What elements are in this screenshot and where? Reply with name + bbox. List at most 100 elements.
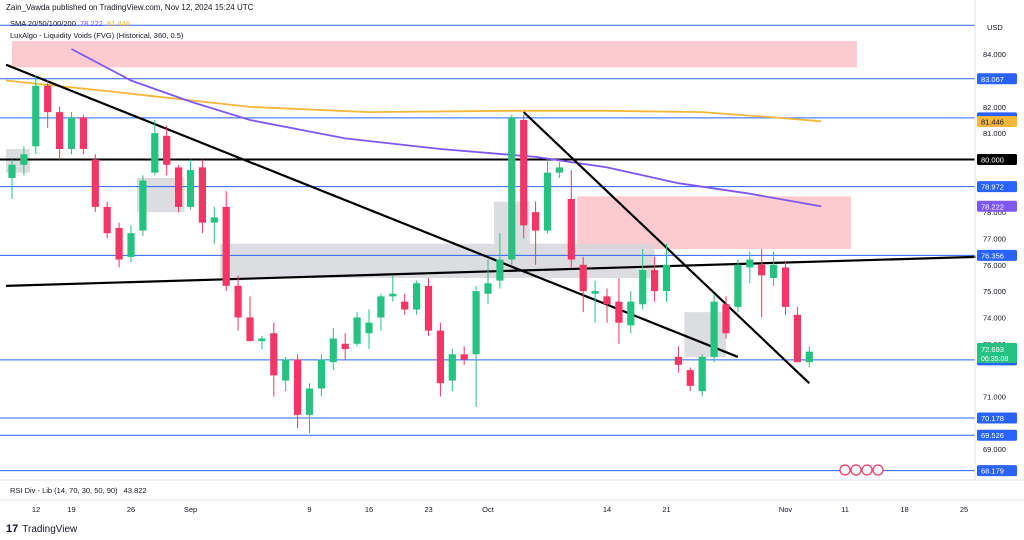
candle-body	[79, 117, 87, 149]
price-tick-label: 75.000	[983, 287, 1006, 296]
level-price-tag: 70.178	[977, 412, 1017, 424]
candle-body	[20, 154, 28, 165]
candle-bull	[210, 206, 218, 244]
candle-body	[508, 117, 516, 260]
candle-body	[805, 351, 813, 363]
candle-body	[758, 264, 766, 276]
candle-bull	[698, 354, 706, 397]
candle-bear	[758, 249, 766, 318]
candle-bear	[603, 288, 611, 323]
candle-bear	[651, 256, 659, 302]
candle-body	[329, 338, 337, 363]
price-tag-bg	[977, 73, 1017, 85]
candle-body	[186, 170, 195, 207]
level-price-tag: 78.972	[977, 181, 1017, 193]
candle-bull	[639, 249, 647, 310]
publisher-header: Zain_Vawda published on TradingView.com,…	[6, 3, 254, 12]
candle-body	[543, 172, 552, 231]
candle-bear	[103, 201, 111, 239]
candle-bear	[163, 125, 171, 176]
candle-body	[353, 317, 361, 344]
candle-body	[484, 283, 492, 294]
candle-body	[532, 212, 540, 231]
candle-bull	[186, 159, 195, 210]
time-tick-label: 19	[67, 505, 75, 514]
tradingview-brand[interactable]: 17 TradingView	[6, 523, 77, 535]
rsi-legend[interactable]: RSI Div - Lib (14, 70, 30, 50, 90) 43.82…	[10, 486, 147, 495]
price-tag-bg	[977, 115, 1017, 127]
candle-bear	[532, 201, 540, 265]
price-tag-bg	[977, 154, 1017, 166]
sma-legend[interactable]: SMA 20/50/100/200 78.222 81.446	[10, 19, 130, 28]
candle-bear	[175, 164, 183, 213]
candle-body	[424, 285, 433, 331]
candle-body	[567, 198, 575, 260]
candle-bull	[734, 259, 742, 313]
candle-bull	[32, 75, 40, 155]
candle-body	[234, 285, 242, 318]
candle-body	[496, 259, 504, 281]
candle-body	[56, 112, 64, 149]
candle-body	[651, 270, 659, 292]
economic-event-icon	[872, 464, 884, 476]
candle-bear	[56, 106, 64, 160]
candle-body	[341, 343, 349, 350]
candle-body	[579, 264, 587, 292]
level-price-tag: 83.067	[977, 73, 1017, 85]
candle-body	[44, 85, 52, 113]
candle-bear	[579, 256, 587, 313]
price-tag-bg	[977, 200, 1017, 212]
candle-bear	[424, 277, 433, 336]
candle-body	[734, 264, 742, 307]
economic-event-icon	[850, 464, 862, 476]
price-tag-text: 69.526	[981, 431, 1004, 440]
candle-body	[139, 180, 147, 231]
candle-body	[401, 301, 409, 310]
candle-bull	[746, 251, 754, 284]
candle-bull	[365, 309, 373, 350]
candle-bear	[567, 170, 575, 268]
price-tick-label: 69.000	[983, 445, 1006, 454]
candle-bull	[329, 327, 337, 371]
price-tag-text: 70.178	[981, 414, 1004, 423]
candle-bear	[246, 296, 254, 342]
candle-body	[175, 167, 183, 207]
candle-bear	[294, 354, 302, 428]
candle-bull	[413, 280, 421, 315]
price-tick-label: 74.000	[983, 313, 1006, 322]
tradingview-name: TradingView	[22, 523, 78, 535]
time-tick-label: 18	[900, 505, 908, 514]
candle-bull	[139, 175, 147, 236]
currency-label: USD	[987, 23, 1003, 32]
candle-body	[282, 359, 290, 381]
candle-bull	[389, 275, 397, 302]
price-tag-text: 68.179	[981, 467, 1004, 476]
time-tick-label: 21	[662, 505, 670, 514]
candle-bull	[127, 225, 135, 263]
time-tick-label: Oct	[482, 505, 495, 514]
sma-orange-price-tag: 81.446	[977, 115, 1017, 127]
candle-body	[746, 259, 754, 268]
sma-legend-value-orange: 81.446	[107, 19, 130, 28]
price-tag-text: 78.222	[981, 202, 1004, 211]
candle-bear	[222, 191, 230, 292]
candle-bear	[270, 322, 278, 397]
candle-body	[591, 291, 599, 294]
price-tick-label: 81.000	[983, 129, 1006, 138]
luxalgo-legend[interactable]: LuxAlgo - Liquidity Voids (FVG) (Histori…	[10, 31, 184, 40]
time-tick-label: 23	[424, 505, 432, 514]
candle-bull	[508, 114, 516, 265]
candle-bull	[317, 354, 325, 397]
candle-body	[770, 264, 778, 278]
price-tag-bg	[977, 465, 1017, 477]
price-tick-label: 82.000	[983, 103, 1006, 112]
price-tag-text: 83.067	[981, 75, 1004, 84]
candle-bull	[8, 159, 16, 199]
candle-body	[151, 133, 159, 173]
candle-bear	[401, 293, 409, 315]
price-tick-label: 77.000	[983, 234, 1006, 243]
candle-bear	[79, 114, 87, 155]
last-price-value: 72.693	[981, 345, 1004, 354]
candle-body	[222, 206, 230, 286]
